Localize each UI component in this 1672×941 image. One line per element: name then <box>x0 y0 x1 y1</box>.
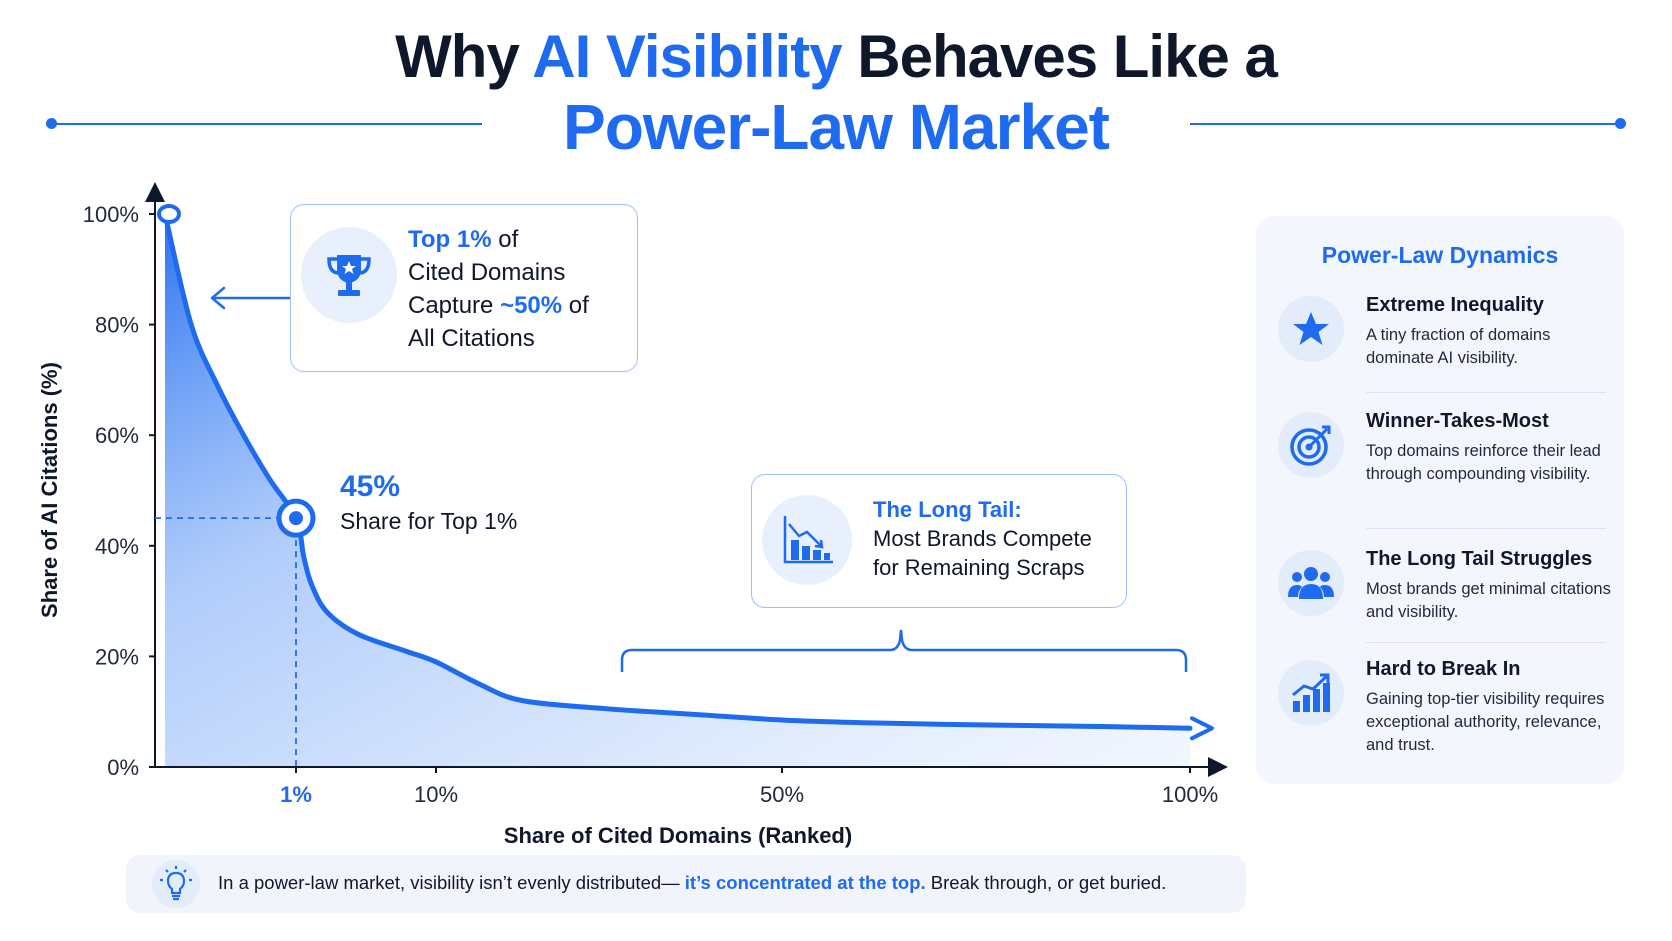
y-tick-label: 80% <box>95 313 139 338</box>
panel-item-title: The Long Tail Struggles <box>1366 548 1593 570</box>
y-tick-label: 0% <box>107 755 139 780</box>
target-icon <box>1278 412 1344 478</box>
trophy-icon <box>301 227 397 323</box>
top-callout-line-4: All Citations <box>408 325 535 352</box>
callout-arrow-icon <box>210 286 292 310</box>
panel-title: Power-Law Dynamics <box>1321 242 1559 268</box>
top-callout-line-2: Cited Domains <box>408 259 566 286</box>
top-callout-line-1: of <box>491 226 519 253</box>
title-part-2: Behaves Like a <box>841 23 1278 90</box>
tail-callout-line-3: for Remaining Scraps <box>873 555 1085 580</box>
top-callout-line-3-post: of <box>562 292 589 319</box>
x-axis-title: Share of Cited Domains (Ranked) <box>504 823 852 848</box>
top-one-percent-callout: Top 1% of Cited Domains Capture ~50% of … <box>290 204 638 372</box>
top-callout-bold-1: Top 1% <box>408 226 492 253</box>
tail-callout-text: The Long Tail: Most Brands Compete for R… <box>873 495 1092 582</box>
title-line-1: Why AI Visibility Behaves Like a <box>0 22 1672 92</box>
panel-item-desc: Most brands get minimal citations and vi… <box>1366 580 1611 621</box>
y-tick-label: 60% <box>95 423 139 448</box>
x-tick-label: 10% <box>414 782 458 807</box>
title-part-1: Why <box>395 23 533 90</box>
panel-divider <box>1366 642 1606 643</box>
marker-value: 45% <box>340 470 401 503</box>
panel-item-title: Hard to Break In <box>1366 658 1521 680</box>
curve-line <box>162 211 1193 731</box>
power-law-dynamics-panel: Power-Law Dynamics Extreme Inequality A … <box>1256 216 1624 784</box>
curve-arrow-icon <box>1190 716 1214 741</box>
header-dot-right <box>1615 118 1626 129</box>
x-tick-label: 1% <box>280 782 312 807</box>
panel-divider <box>1366 528 1606 529</box>
title-line-2: Power-Law Market <box>563 91 1110 163</box>
panel-item-title: Extreme Inequality <box>1366 294 1544 316</box>
y-tick-label: 100% <box>83 202 139 227</box>
top-callout-bold-2: ~50% <box>500 292 563 319</box>
panel-item-desc: Gaining top-tier visibility requires exc… <box>1366 690 1605 754</box>
top-point <box>157 204 181 224</box>
curve-area <box>165 214 1190 767</box>
footer-text-post: Break through, or get buried. <box>925 872 1167 893</box>
title-highlight: AI Visibility <box>532 23 842 90</box>
page-title: Why AI Visibility Behaves Like a Power-L… <box>0 22 1672 162</box>
footer-text: In a power-law market, visibility isn’t … <box>218 872 1166 894</box>
panel-item-title: Winner-Takes-Most <box>1366 410 1549 432</box>
header-rule-right <box>1190 123 1620 125</box>
marker-annotation: 45% Share for Top 1% <box>340 470 517 538</box>
growth-chart-icon <box>1278 660 1344 726</box>
star-icon <box>1278 296 1344 362</box>
panel-divider <box>1366 392 1606 393</box>
panel-item-desc: Top domains reinforce their lead through… <box>1366 442 1601 483</box>
y-tick-label: 40% <box>95 534 139 559</box>
marker-point-center <box>289 511 303 526</box>
long-tail-callout: The Long Tail: Most Brands Compete for R… <box>751 474 1127 608</box>
top-callout-text: Top 1% of Cited Domains Capture ~50% of … <box>408 223 589 355</box>
long-tail-brace <box>620 629 1188 672</box>
marker-label: Share for Top 1% <box>340 508 518 534</box>
users-icon <box>1278 550 1344 616</box>
footer-banner: In a power-law market, visibility isn’t … <box>126 855 1246 913</box>
header-dot-left <box>46 118 57 129</box>
footer-text-pre: In a power-law market, visibility isn’t … <box>218 872 685 893</box>
declining-chart-icon <box>762 495 852 585</box>
lightbulb-icon <box>152 860 200 908</box>
top-callout-line-3-pre: Capture <box>408 292 501 319</box>
y-axis-title: Share of AI Citations (%) <box>37 362 62 618</box>
y-tick-label: 20% <box>95 644 139 669</box>
header-rule-left <box>52 123 482 125</box>
footer-text-highlight: it’s concentrated at the top. <box>684 872 926 893</box>
tail-callout-line-2: Most Brands Compete <box>873 526 1092 551</box>
x-tick-label: 50% <box>760 782 804 807</box>
x-tick-label: 100% <box>1162 782 1218 807</box>
tail-callout-title: The Long Tail: <box>873 497 1022 522</box>
panel-item-desc: A tiny fraction of domains dominate AI v… <box>1366 326 1551 367</box>
